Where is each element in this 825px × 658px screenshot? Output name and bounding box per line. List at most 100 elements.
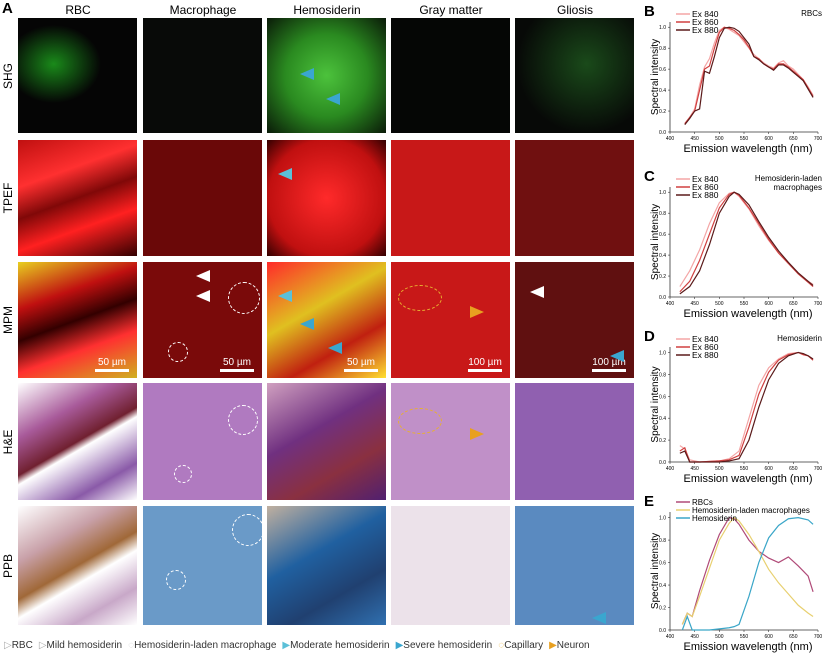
legend-label: Hemosiderin-laden macrophage — [134, 640, 277, 651]
y-tick-label: 0.2 — [659, 109, 666, 115]
severe-hemosiderin-arrow-icon — [328, 342, 342, 354]
legend-entry: Hemosiderin — [692, 514, 737, 523]
legend-item: ▶Severe hemosiderin — [396, 640, 493, 651]
micrograph-ppb-rbc — [18, 506, 137, 625]
panel-label: C — [644, 168, 655, 185]
chart-B: B 400 450 500 550 600 650 700 0.0 0.2 0.4 0.6 0.8 1.0… — [644, 3, 823, 155]
micrograph-tpef-gray-matter — [391, 140, 510, 256]
y-tick-label: 0.6 — [659, 67, 666, 73]
x-tick-label: 550 — [740, 634, 749, 640]
neuron-arrow-icon — [470, 428, 484, 440]
scale-bar: 50 µm — [220, 357, 254, 372]
y-tick-label: 0.8 — [659, 372, 666, 378]
severe-hemosiderin-arrow-icon — [610, 350, 624, 362]
macrophage-circle-icon — [228, 282, 260, 314]
y-tick-label: 1.0 — [659, 350, 666, 356]
scale-bar: 50 µm — [344, 357, 378, 372]
macrophage-circle-icon — [228, 405, 258, 435]
column-header: RBC — [65, 3, 91, 17]
y-tick-label: 1.0 — [659, 516, 666, 522]
x-tick-label: 650 — [789, 301, 798, 307]
y-tick-label: 0.4 — [659, 416, 666, 422]
x-tick-label: 650 — [789, 466, 798, 472]
micrograph-shg-hemosiderin — [267, 18, 386, 133]
x-tick-label: 500 — [715, 466, 724, 472]
scale-bar: 100 µm — [592, 357, 626, 372]
micrograph-he-macrophage — [143, 383, 262, 500]
x-axis-label: Emission wavelength (nm) — [684, 308, 813, 320]
series-line — [684, 26, 814, 126]
x-tick-label: 400 — [666, 466, 675, 472]
macrophage-circle-icon — [232, 514, 264, 546]
row-header: SHG — [1, 62, 15, 89]
x-tick-label: 700 — [814, 136, 823, 142]
x-tick-label: 600 — [764, 136, 773, 142]
series-line — [679, 351, 814, 463]
legend-item: ◌Capillary — [498, 640, 543, 651]
legend-entry: Ex 840 — [692, 334, 719, 344]
column-header: Gray matter — [419, 3, 483, 17]
micrograph-tpef-hemosiderin — [267, 140, 386, 256]
legend-item: ▷Mild hemosiderin — [39, 640, 122, 651]
legend-label: Neuron — [556, 640, 590, 651]
legend-entry: Ex 840 — [692, 174, 719, 184]
y-tick-label: 0.0 — [659, 460, 666, 466]
x-tick-label: 550 — [740, 466, 749, 472]
x-tick-label: 600 — [764, 466, 773, 472]
x-axis-label: Emission wavelength (nm) — [684, 473, 813, 485]
panel-label: B — [644, 3, 655, 20]
series-line — [684, 26, 814, 124]
series-line — [681, 516, 814, 625]
legend-item: ◌Hemosiderin-laden macrophage — [128, 640, 276, 651]
series-line — [681, 517, 814, 631]
mild-hemosiderin-arrow-icon — [196, 290, 210, 302]
y-tick-label: 1.0 — [659, 25, 666, 31]
legend-entry: Hemosiderin-laden macrophages — [692, 506, 810, 515]
chart-D: D 400 450 500 550 600 650 700 0.0 0.2 0.4 0.6 0.8 1.0… — [644, 328, 822, 485]
micrograph-tpef-gliosis — [515, 140, 634, 256]
y-tick-label: 0.2 — [659, 274, 666, 280]
x-axis-label: Emission wavelength (nm) — [684, 641, 813, 653]
legend-marker-icon: ◌ — [498, 640, 505, 651]
y-axis-label: Spectral intensity — [650, 533, 661, 609]
y-axis-label: Spectral intensity — [650, 204, 661, 280]
x-axis-label: Emission wavelength (nm) — [684, 143, 813, 155]
legend-item: ▶Neuron — [549, 640, 590, 651]
y-tick-label: 0.8 — [659, 538, 666, 544]
y-tick-label: 0.8 — [659, 211, 666, 217]
legend-item: ▷RBC — [4, 640, 33, 651]
panel-label: E — [644, 493, 654, 510]
severe-hemosiderin-arrow-icon — [300, 68, 314, 80]
macrophage-circle-icon — [168, 342, 188, 362]
y-tick-label: 0.2 — [659, 606, 666, 612]
legend-label: Mild hemosiderin — [46, 640, 123, 651]
series-line — [679, 191, 814, 293]
legend: ▷RBC ▷Mild hemosiderin ◌Hemosiderin-laden … — [4, 640, 590, 651]
x-tick-label: 400 — [666, 136, 675, 142]
legend-entry: Ex 860 — [692, 342, 719, 352]
severe-hemosiderin-arrow-icon — [326, 93, 340, 105]
capillary-circle-icon — [398, 408, 442, 434]
y-tick-label: 0.6 — [659, 394, 666, 400]
moderate-hemosiderin-arrow-icon — [278, 290, 292, 302]
y-tick-label: 0.4 — [659, 253, 666, 259]
row-header: PPB — [1, 553, 15, 578]
row-header: H&E — [1, 429, 15, 454]
y-tick-label: 0.6 — [659, 232, 666, 238]
severe-hemosiderin-arrow-icon — [300, 318, 314, 330]
series-line — [679, 191, 814, 287]
legend-label: RBC — [11, 640, 33, 651]
x-tick-label: 400 — [666, 301, 675, 307]
legend-entry: Ex 880 — [692, 25, 719, 35]
x-tick-label: 550 — [740, 301, 749, 307]
x-tick-label: 650 — [789, 136, 798, 142]
micrograph-he-gliosis — [515, 383, 634, 500]
legend-entry: Ex 860 — [692, 17, 719, 27]
moderate-hemosiderin-arrow-icon — [278, 168, 292, 180]
micrograph-he-hemosiderin — [267, 383, 386, 500]
micrograph-ppb-gray-matter — [391, 506, 510, 625]
x-tick-label: 450 — [690, 301, 699, 307]
x-tick-label: 500 — [715, 634, 724, 640]
micrograph-he-rbc — [18, 383, 137, 500]
y-tick-label: 0.0 — [659, 295, 666, 301]
